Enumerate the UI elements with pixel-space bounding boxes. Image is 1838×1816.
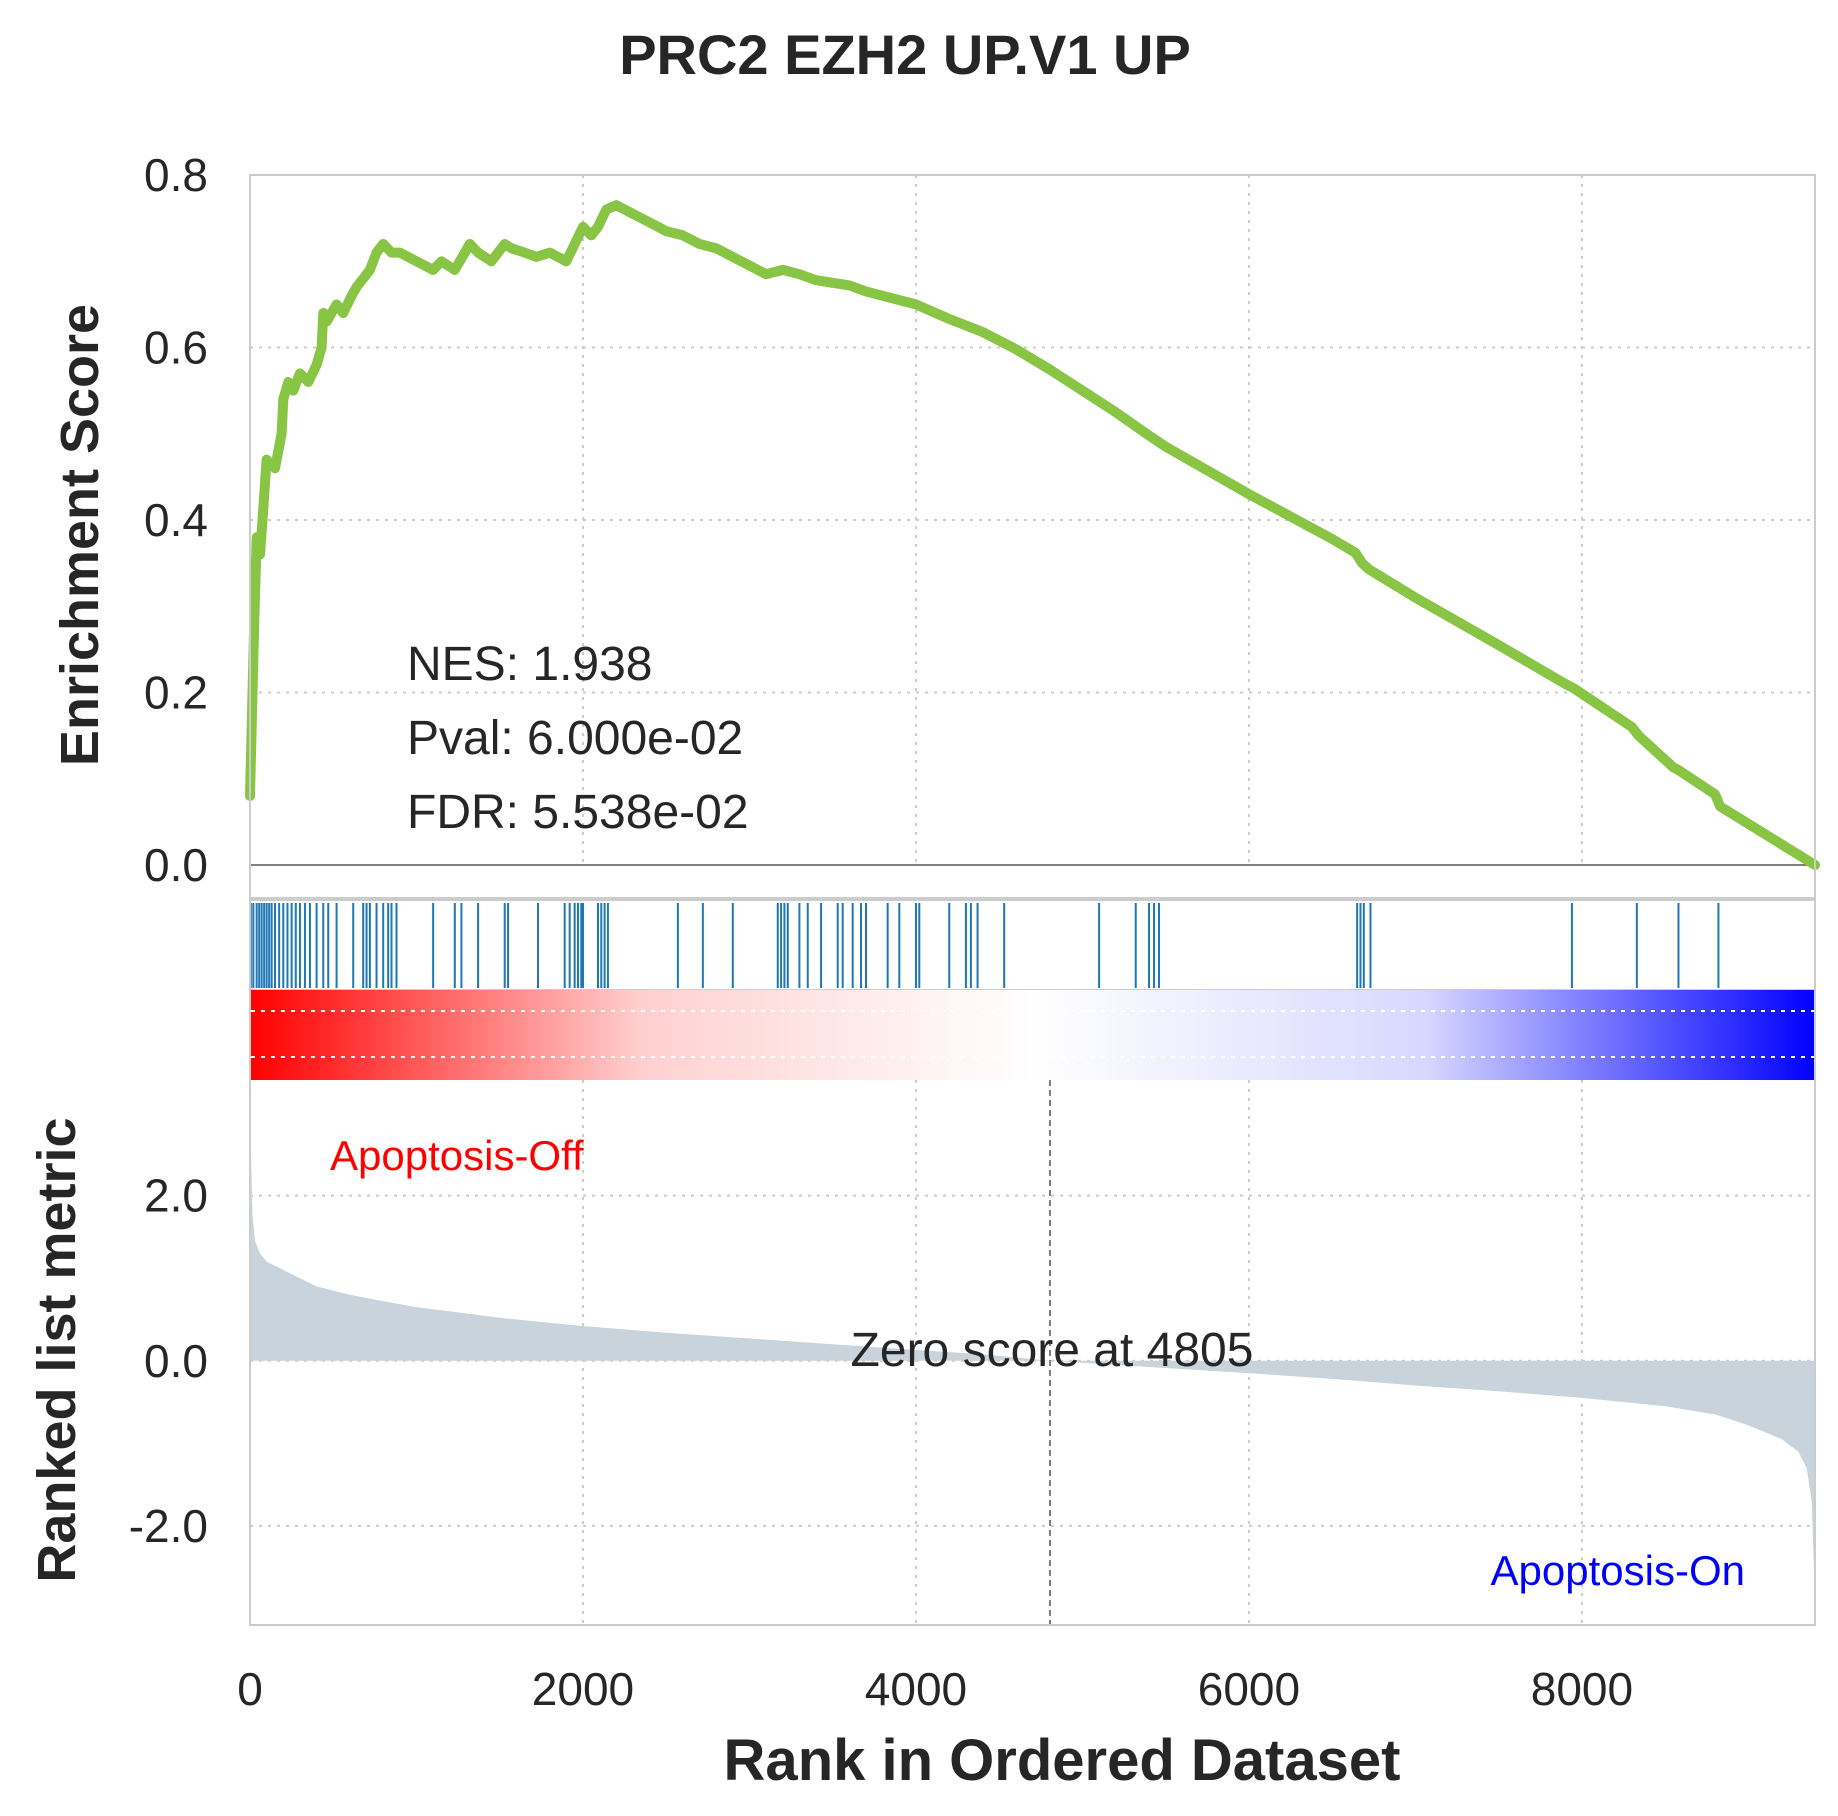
metric-y-tick-label: 0.0 (144, 1335, 208, 1387)
fdr-annotation: FDR: 5.538e-02 (407, 786, 749, 839)
x-tick-label: 4000 (865, 1663, 967, 1715)
ranked-metric-area (250, 1088, 1815, 1592)
enrichment-y-tick-label: 0.8 (144, 149, 208, 201)
enrichment-y-axis-label: Enrichment Score (50, 304, 110, 766)
enrichment-y-tick-label: 0.6 (144, 322, 208, 374)
enrichment-y-tick-label: 0.4 (144, 494, 208, 546)
metric-y-axis-label: Ranked list metric (27, 1117, 87, 1582)
main-frame (249, 174, 1816, 1626)
enrichment-score-line (245, 200, 1820, 870)
phenotype-negative-label: Apoptosis-On (1491, 1547, 1745, 1594)
x-tick-label: 0 (237, 1663, 263, 1715)
chart-title: PRC2 EZH2 UP.V1 UP (619, 23, 1191, 86)
rank-heatmap-bar (251, 990, 1815, 1080)
x-tick-label: 8000 (1531, 1663, 1633, 1715)
x-axis-label: Rank in Ordered Dataset (724, 1728, 1401, 1793)
nes-annotation: NES: 1.938 (407, 638, 652, 691)
enrichment-gridlines (250, 174, 1815, 865)
metric-y-ticks: -2.0 0.0 2.0 (129, 1170, 208, 1552)
enrichment-y-tick-label: 0.0 (144, 839, 208, 891)
x-tick-label: 6000 (1198, 1663, 1300, 1715)
metric-y-tick-label: -2.0 (129, 1500, 208, 1552)
phenotype-positive-label: Apoptosis-Off (330, 1132, 584, 1179)
pval-annotation: Pval: 6.000e-02 (407, 712, 743, 765)
enrichment-y-tick-label: 0.2 (144, 667, 208, 719)
x-axis-ticks: 0 2000 4000 6000 8000 (237, 1663, 1633, 1715)
gene-hit-marks (249, 899, 1815, 991)
metric-y-tick-label: 2.0 (144, 1170, 208, 1222)
x-tick-label: 2000 (532, 1663, 634, 1715)
enrichment-y-ticks: 0.0 0.2 0.4 0.6 0.8 (144, 149, 208, 891)
zero-score-label: Zero score at 4805 (851, 1324, 1254, 1377)
